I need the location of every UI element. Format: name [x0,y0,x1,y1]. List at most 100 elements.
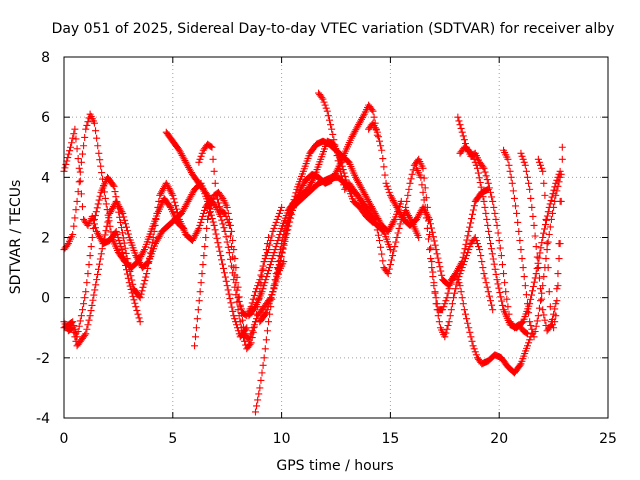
data-point [544,238,552,246]
y-tick-label: 6 [41,110,50,126]
data-point [83,279,91,287]
data-point [221,209,229,217]
data-point [497,252,505,260]
data-point [380,163,388,171]
data-point [461,255,469,263]
data-point [218,216,226,224]
data-point [271,280,279,288]
data-point [333,166,341,174]
data-point [505,161,513,169]
data-point [70,222,78,230]
data-point [484,288,492,296]
data-point [379,155,387,163]
data-point [259,262,267,270]
data-point [540,311,548,319]
data-point [529,212,537,220]
data-point [173,205,181,213]
data-point [543,246,551,254]
chart-title: Day 051 of 2025, Sidereal Day-to-day VTE… [52,21,615,37]
data-point [209,218,217,226]
data-point [289,199,297,207]
data-point [140,247,148,255]
data-point [549,209,557,217]
data-point [471,348,479,356]
data-point [259,361,267,369]
data-point [89,224,97,232]
data-point [537,161,545,169]
x-tick-label: 5 [168,431,177,447]
data-point [394,229,402,237]
data-point [228,227,236,235]
data-point [209,155,217,163]
data-point [385,188,393,196]
data-point [489,255,497,263]
data-point [200,209,208,217]
data-point [64,154,72,162]
data-point [222,212,230,220]
data-point [97,250,105,258]
data-point [420,174,428,182]
data-point [533,317,541,325]
data-point [267,294,275,302]
data-point [80,142,88,150]
data-point [87,243,95,251]
data-point [277,227,285,235]
data-point [109,181,117,189]
data-point [263,273,271,281]
data-point [77,312,85,320]
data-point [71,333,79,341]
data-point [526,185,534,193]
data-point [520,158,528,166]
y-tick-label: 8 [41,50,50,66]
data-point [191,333,199,341]
data-point [432,246,440,254]
data-point [245,336,253,344]
data-point [484,179,492,187]
data-point [268,291,276,299]
data-point [212,230,220,238]
data-point [198,149,206,157]
data-point [494,229,502,237]
data-point [443,294,451,302]
data-point [405,185,413,193]
data-point [197,218,205,226]
data-point [102,227,110,235]
data-point [527,194,535,202]
data-point [488,301,496,309]
data-point [283,227,291,235]
data-point [115,237,123,245]
data-point [321,101,329,109]
data-point [89,296,97,304]
data-point [219,264,227,272]
data-point [271,221,279,229]
data-point [483,215,491,223]
data-point [435,318,443,326]
data-point [509,187,517,195]
data-point [434,312,442,320]
data-point [224,243,232,251]
data-point [121,244,129,252]
data-point [197,152,205,160]
data-point [530,221,538,229]
data-point [418,181,426,189]
data-point [262,309,270,317]
data-point [390,247,398,255]
data-point [504,303,512,311]
data-point [481,168,489,176]
data-point [427,255,435,263]
data-point [142,273,150,281]
data-point [155,197,163,205]
data-point [494,280,502,288]
data-point [434,254,442,262]
data-point [533,253,541,261]
data-point [211,226,219,234]
data-point [270,249,278,257]
data-point [465,324,473,332]
data-point [328,125,336,133]
data-point [369,107,377,115]
data-point [523,342,531,350]
data-point [465,246,473,254]
data-point [269,227,277,235]
data-point [463,236,471,244]
data-point [272,218,280,226]
